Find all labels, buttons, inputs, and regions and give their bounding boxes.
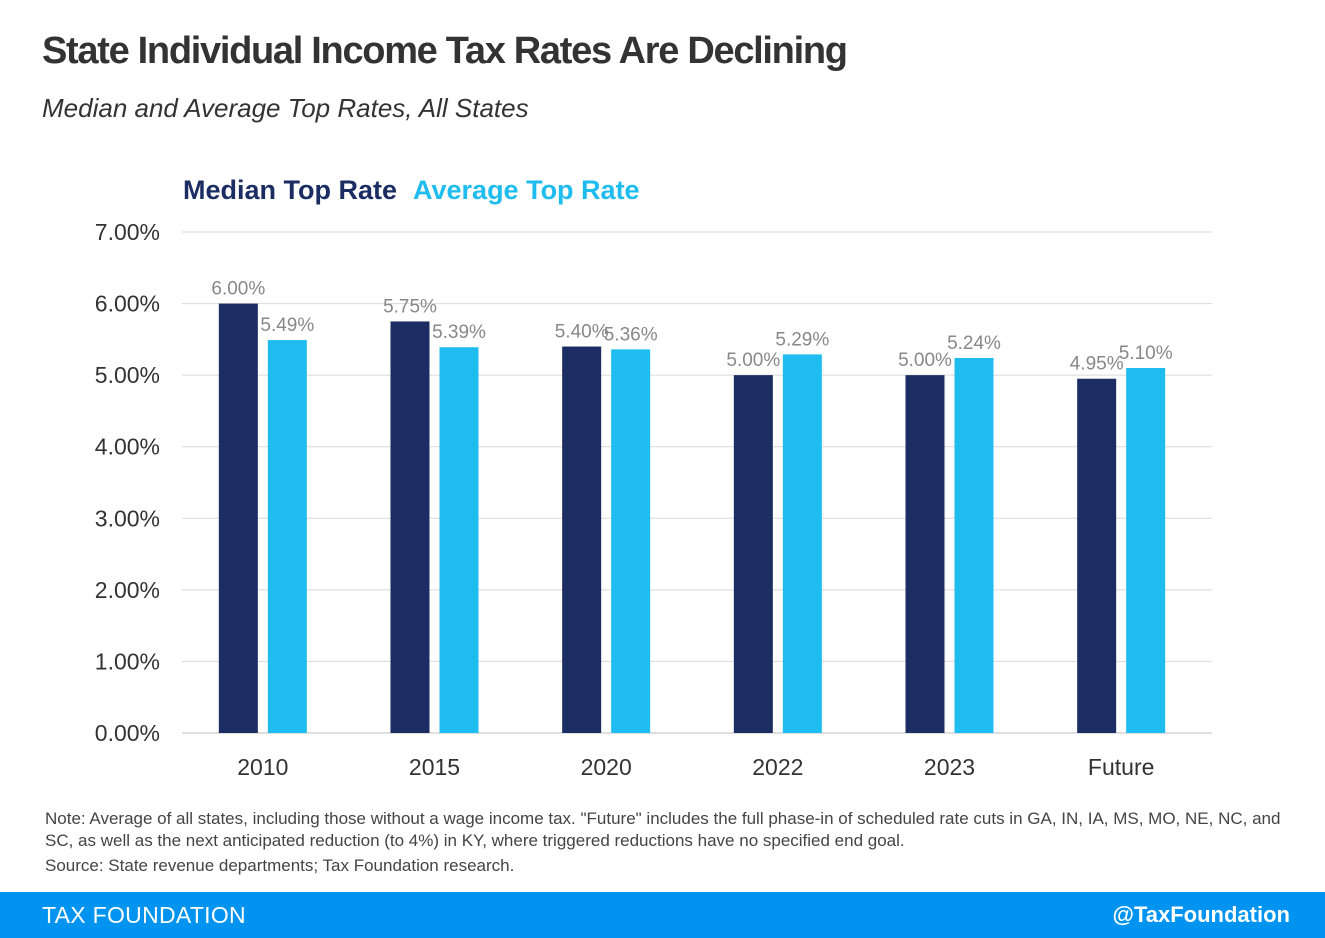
footer-bar: TAX FOUNDATION @TaxFoundation xyxy=(0,892,1325,938)
data-label: 5.49% xyxy=(260,315,314,336)
x-tick-label: 2023 xyxy=(924,754,975,780)
chart-subtitle: Median and Average Top Rates, All States xyxy=(42,93,529,123)
y-tick-label: 0.00% xyxy=(95,720,160,746)
data-label: 5.39% xyxy=(432,322,486,343)
data-label: 5.24% xyxy=(947,333,1001,354)
data-label: 5.29% xyxy=(775,329,829,350)
bar-average xyxy=(1126,367,1166,733)
y-tick-label: 6.00% xyxy=(95,291,160,317)
legend: Median Top Rate Average Top Rate xyxy=(183,175,640,206)
x-tick-label: Future xyxy=(1088,754,1154,780)
data-label: 4.95% xyxy=(1070,354,1124,375)
bar-median xyxy=(218,303,258,733)
bar-chart: 0.00% 1.00% 2.00% 3.00% 4.00% 5.00% 6.00% 7.00%… xyxy=(95,219,1212,780)
y-tick-label: 2.00% xyxy=(95,577,160,603)
bar-median xyxy=(905,375,945,733)
x-tick-label: 2010 xyxy=(237,754,288,780)
footer-brand: TAX FOUNDATION xyxy=(42,901,246,928)
x-tick-label: 2020 xyxy=(581,754,632,780)
chart-note: Note: Average of all states, including t… xyxy=(45,809,1281,850)
bar-average xyxy=(782,354,822,733)
data-label: 5.75% xyxy=(383,296,437,317)
y-tick-label: 3.00% xyxy=(95,505,160,531)
data-label: 5.40% xyxy=(555,322,609,343)
chart-source: Source: State revenue departments; Tax F… xyxy=(45,856,515,875)
data-label: 6.00% xyxy=(211,279,265,300)
legend-median-top-rate: Median Top Rate xyxy=(183,175,398,205)
y-tick-label: 1.00% xyxy=(95,648,160,674)
data-label: 5.10% xyxy=(1119,343,1173,364)
chart-title: State Individual Income Tax Rates Are De… xyxy=(42,30,848,72)
data-label: 5.36% xyxy=(604,324,658,345)
bar-average xyxy=(267,340,307,733)
bar-median xyxy=(390,321,430,733)
legend-average-top-rate: Average Top Rate xyxy=(413,175,640,205)
data-label: 5.00% xyxy=(898,350,952,371)
x-tick-label: 2022 xyxy=(752,754,803,780)
bar-median xyxy=(1077,378,1117,733)
bar-average xyxy=(439,347,479,733)
bar-median xyxy=(733,375,773,733)
x-tick-label: 2015 xyxy=(409,754,460,780)
data-label: 5.00% xyxy=(726,350,780,371)
bar-average xyxy=(954,357,994,733)
footer-handle: @TaxFoundation xyxy=(1112,902,1290,927)
bar-average xyxy=(611,349,651,733)
y-tick-label: 7.00% xyxy=(95,219,160,245)
y-tick-label: 4.00% xyxy=(95,434,160,460)
bar-median xyxy=(562,346,602,733)
y-tick-label: 5.00% xyxy=(95,362,160,388)
